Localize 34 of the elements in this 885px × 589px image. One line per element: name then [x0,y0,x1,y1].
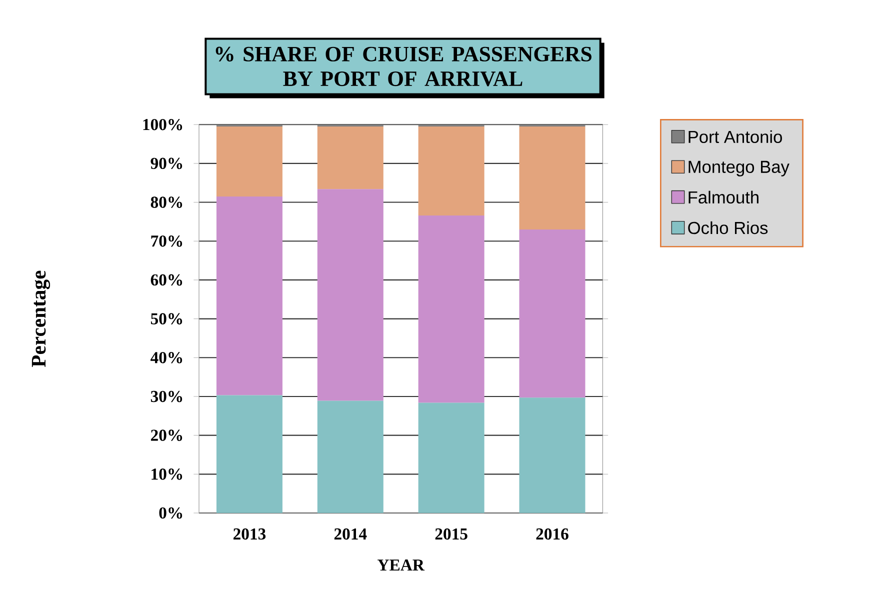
bar [216,196,282,396]
y-tick-label: 70% [151,235,182,247]
y-tick-label: 20% [150,430,182,441]
y-axis-title: Percentage [32,270,50,368]
legend-label: Port Antonio [688,130,782,144]
bar [216,395,282,513]
y-tick-label: 10% [152,468,182,480]
bar [317,400,384,513]
x-axis-title: YEAR [378,560,425,571]
y-tick-label: 40% [150,352,182,364]
x-tick-label: 2016 [536,528,568,540]
bar [519,229,586,398]
y-tick-label: 60% [150,274,182,286]
bar [317,189,384,401]
bar [519,398,586,513]
bar [418,215,484,403]
y-tick-label: 50% [150,313,182,324]
bar [519,126,586,230]
bar [418,402,484,513]
y-tick-label: 100% [143,118,182,130]
y-tick-label: 90% [150,158,182,170]
chart-title: % SHARE OF CRUISE PASSENGERS BY PORT OF ARRIVAL [216,46,592,86]
x-tick-label: 2015 [435,528,468,540]
bar [418,126,484,216]
y-tick-label: 30% [150,390,182,402]
legend-label: Montego Bay [688,160,790,176]
bar [317,126,384,190]
y-tick-label: 80% [150,196,182,208]
legend-label: Falmouth [688,190,758,204]
legend-label: Ocho Rios [688,221,768,234]
x-tick-label: 2013 [233,528,266,540]
y-tick-label: 0% [159,507,182,519]
bar [216,126,282,196]
x-tick-label: 2014 [334,528,367,540]
